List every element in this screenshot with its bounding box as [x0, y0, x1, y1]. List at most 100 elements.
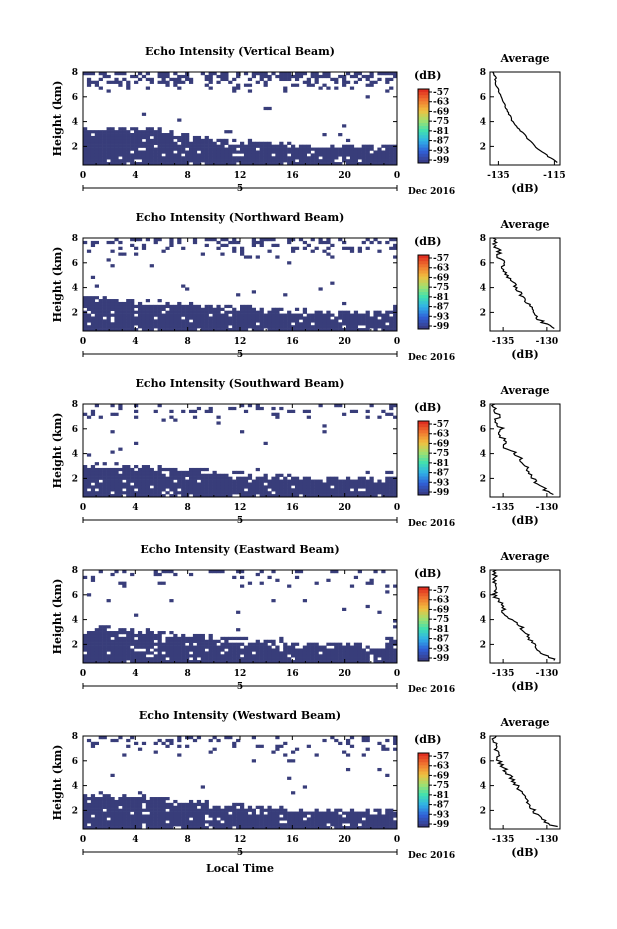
heatmap-cell	[86, 633, 92, 638]
colorbar-segment	[418, 790, 429, 794]
heatmap-cell	[255, 642, 260, 646]
heatmap-cell	[271, 406, 276, 411]
heatmap-cell	[389, 147, 394, 151]
profile-frame	[489, 735, 561, 830]
heatmap-cell	[267, 77, 272, 82]
heatmap-cell	[275, 817, 280, 821]
heatmap-cell	[251, 290, 256, 294]
heatmap-cell	[153, 135, 158, 140]
heatmap-cell	[326, 310, 331, 314]
heatmap-cell	[90, 657, 96, 661]
heatmap-cell	[83, 491, 88, 495]
heatmap-cell	[283, 159, 288, 163]
heatmap-cell	[322, 325, 327, 329]
heatmap-cell	[145, 307, 151, 311]
heatmap-cell	[83, 130, 88, 134]
heatmap-cell	[153, 238, 158, 242]
heatmap-cell	[94, 304, 99, 309]
heatmap-cell	[345, 246, 351, 250]
heatmap-cell	[224, 141, 229, 145]
heatmap-cell	[385, 491, 390, 495]
heatmap-cell	[247, 494, 253, 498]
heatmap-cell	[275, 491, 280, 495]
heatmap-cell	[240, 823, 245, 827]
heatmap-cell	[259, 240, 264, 245]
heatmap-cell	[322, 72, 327, 76]
heatmap-cell	[271, 307, 276, 311]
heatmap-cell	[216, 304, 221, 309]
heatmap-cell	[118, 802, 123, 807]
heatmap-cell	[240, 470, 245, 475]
heatmap-cell	[126, 820, 131, 824]
heatmap-cell	[118, 83, 123, 87]
heatmap-cell	[134, 613, 139, 617]
heatmap-cell	[389, 648, 394, 652]
heatmap-cell	[291, 316, 296, 320]
heatmap-cell	[157, 814, 162, 818]
heatmap-cell	[224, 74, 229, 79]
heatmap-cell	[228, 651, 233, 655]
heatmap-cell	[196, 648, 202, 652]
heatmap-cell	[314, 322, 319, 326]
heatmap-cell	[306, 156, 311, 160]
heatmap-cell	[94, 741, 99, 746]
heatmap-cell	[247, 313, 253, 317]
heatmap-cell	[330, 243, 335, 248]
heatmap-cell	[83, 797, 88, 801]
heatmap-cell	[318, 811, 323, 815]
heatmap-cell	[122, 753, 127, 757]
heatmap-cell	[134, 494, 139, 498]
heatmap-cell	[122, 470, 127, 475]
heatmap-cell	[98, 654, 103, 658]
heatmap-cell	[361, 826, 366, 830]
heatmap-cell	[228, 491, 233, 495]
heatmap-cell	[294, 648, 300, 652]
heatmap-cell	[302, 479, 308, 483]
heatmap-cell	[212, 482, 217, 486]
heatmap-cell	[275, 651, 280, 655]
heatmap-cell	[291, 750, 296, 754]
heatmap-cell	[86, 485, 92, 489]
heatmap-cell	[232, 660, 237, 664]
heatmap-cell	[181, 654, 186, 658]
heatmap-cell	[185, 150, 190, 154]
heatmap-cell	[177, 304, 182, 309]
heatmap-cell	[342, 826, 347, 830]
heatmap-cell	[365, 657, 370, 661]
heatmap-cell	[236, 293, 241, 297]
heatmap-cell	[236, 482, 241, 486]
heatmap-cell	[294, 153, 300, 157]
x-tick-label: 0	[80, 835, 86, 845]
heatmap-cell	[165, 805, 170, 809]
heatmap-cell	[357, 479, 362, 483]
heatmap-cell	[122, 322, 127, 326]
heatmap-cell	[377, 488, 382, 492]
heatmap-cell	[204, 307, 209, 311]
heatmap-cell	[126, 144, 131, 148]
colorbar-segment	[418, 817, 429, 822]
heatmap-cell	[283, 325, 288, 329]
heatmap-cell	[232, 162, 237, 166]
heatmap-cell	[130, 301, 135, 306]
colorbar-segment	[418, 780, 429, 785]
heatmap-cell	[86, 159, 92, 163]
heatmap-cell	[173, 808, 178, 812]
heatmap-cell	[267, 660, 272, 664]
heatmap-cell	[181, 817, 186, 821]
heatmap-cell	[114, 645, 119, 649]
heatmap-cell	[173, 657, 178, 661]
heatmap-cell	[157, 826, 162, 830]
heatmap-cell	[338, 494, 343, 498]
heatmap-cell	[102, 654, 107, 658]
heatmap-cell	[181, 636, 186, 641]
heatmap-cell	[86, 72, 92, 76]
heatmap-cell	[200, 488, 205, 492]
heatmap-cell	[224, 243, 229, 248]
heatmap-cell	[361, 753, 366, 757]
heatmap-cell	[291, 645, 296, 649]
heatmap-cell	[196, 485, 202, 489]
heatmap-cell	[188, 802, 194, 807]
heatmap-cell	[322, 159, 327, 163]
heatmap-cell	[126, 322, 131, 326]
heatmap-cell	[212, 642, 217, 646]
